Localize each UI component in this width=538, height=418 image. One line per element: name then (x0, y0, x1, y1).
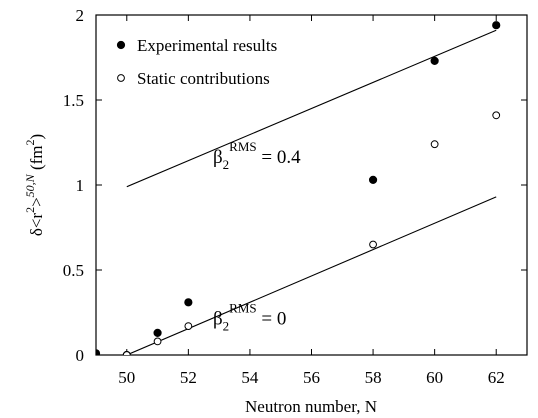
svg-text:δ<r2>50,N (fm2): δ<r2>50,N (fm2) (23, 134, 46, 236)
y-tick-label: 0 (76, 346, 85, 365)
y-tick-label: 1.5 (63, 91, 84, 110)
x-axis-label: Neutron number, N (245, 397, 377, 416)
static-point (122, 351, 131, 355)
static-point (369, 240, 377, 249)
x-tick-label: 52 (180, 368, 197, 387)
static-point (153, 337, 162, 346)
trend-line (126, 29, 497, 188)
experimental-point (153, 328, 162, 337)
data-points (96, 21, 501, 355)
static-point (184, 322, 193, 331)
y-tick-label: 0.5 (63, 261, 84, 280)
svg-text:β2RMS = 0.4: β2RMS = 0.4 (213, 139, 301, 172)
annotation-lower: β2RMS = 0 (213, 300, 286, 333)
svg-text:β2RMS = 0: β2RMS = 0 (213, 300, 286, 333)
experimental-point (368, 175, 378, 184)
x-tick-label: 50 (118, 368, 135, 387)
legend-marker-experimental (116, 40, 126, 50)
legend-label: Experimental results (137, 36, 277, 55)
plot-frame (95, 14, 528, 356)
annotation-upper: β2RMS = 0.4 (213, 139, 301, 172)
x-tick-label: 54 (241, 368, 259, 387)
y-tick-label: 2 (76, 6, 85, 25)
static-point (430, 140, 439, 149)
experimental-point (184, 298, 193, 307)
x-tick-label: 58 (365, 368, 382, 387)
y-tick-label: 1 (76, 176, 85, 195)
trend-line (126, 196, 497, 356)
experimental-point (430, 56, 439, 66)
legend: Experimental results Static contributions (116, 36, 277, 88)
x-tick-label: 62 (488, 368, 505, 387)
experimental-point (96, 349, 101, 355)
static-point (492, 111, 501, 120)
x-tick-label: 56 (303, 368, 320, 387)
y-axis-ticks: 0 0.5 1 1.5 2 (63, 6, 527, 365)
legend-label: Static contributions (137, 69, 270, 88)
x-axis-ticks: 50 52 54 56 58 60 62 (118, 15, 505, 387)
y-axis-label: δ<r2>50,N (fm2) (23, 134, 46, 236)
experimental-point (492, 21, 501, 30)
x-tick-label: 60 (426, 368, 443, 387)
annotations: β2RMS = 0.4 β2RMS = 0 (213, 139, 301, 334)
legend-marker-static (117, 74, 125, 82)
